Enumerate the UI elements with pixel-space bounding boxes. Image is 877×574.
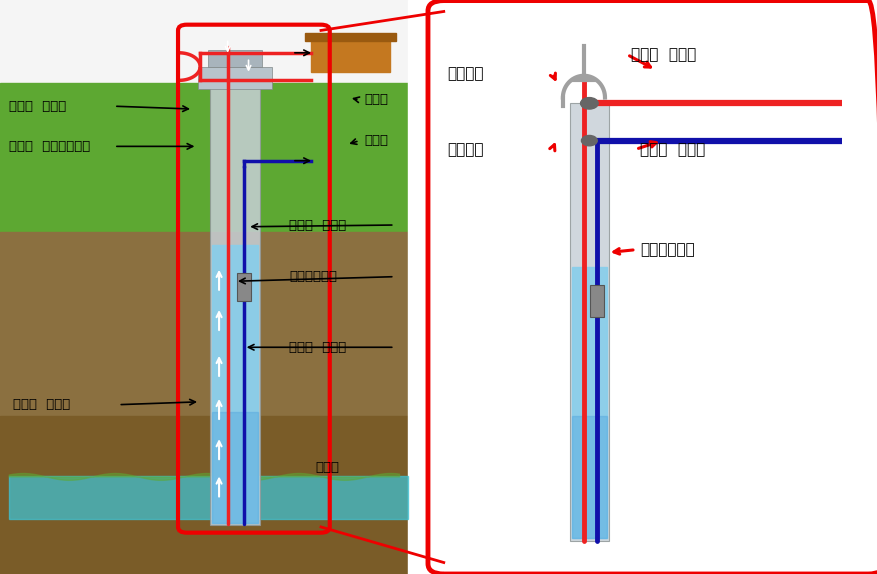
Text: 지열에: 지열에 [364,94,388,106]
Text: 수중모터펌프: 수중모터펌프 [289,270,338,283]
Text: 지하수  양수관: 지하수 양수관 [289,219,346,231]
Bar [0,0,408,83]
Text: 지하수  회수관: 지하수 회수관 [631,47,696,62]
Text: 인양고리: 인양고리 [447,66,484,81]
Bar [589,285,603,317]
Text: 수중모터펌프: 수중모터펌프 [640,242,695,257]
Bar [208,50,262,67]
Bar [570,103,609,541]
Bar [311,34,390,72]
Bar [572,416,607,538]
Bar [0,232,408,416]
Bar [212,412,258,523]
Bar [0,83,408,232]
Bar [408,0,877,574]
Text: 지열공  상부보호시설: 지열공 상부보호시설 [9,140,90,153]
Circle shape [581,98,598,109]
Bar [238,273,252,301]
Text: 지하수  회수관: 지하수 회수관 [9,100,66,113]
Circle shape [581,135,597,146]
Bar [198,67,272,89]
Text: 지하수  주입관: 지하수 주입관 [13,398,70,411]
Bar [212,245,258,523]
Text: 지하수: 지하수 [364,134,388,147]
Bar [572,267,607,538]
Text: 지하수  취수공: 지하수 취수공 [289,341,346,354]
Bar [305,33,396,41]
Text: 결합뭉치: 결합뭉치 [447,142,484,157]
Text: 지하수  공급관: 지하수 공급관 [640,142,705,157]
Bar [9,476,408,519]
Bar [210,86,260,525]
Text: 대수층: 대수층 [316,461,339,474]
Bar [0,416,408,574]
